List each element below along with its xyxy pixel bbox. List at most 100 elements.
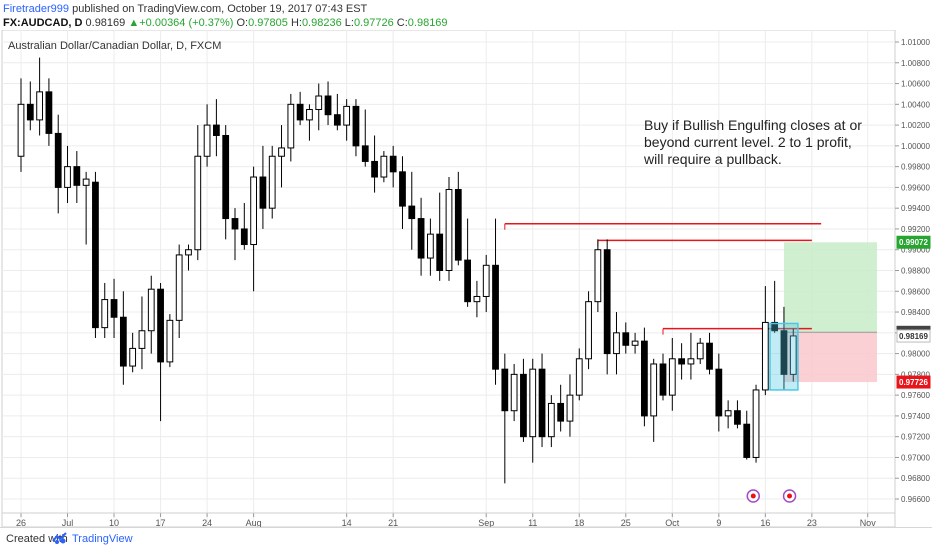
candle-down [361,145,369,162]
open-value: 0.97805 [248,17,288,29]
symbol-label: FX:AUDCAD, D [3,17,83,29]
tradingview-link[interactable]: TradingView [72,533,133,545]
y-tick-label: 0.97200 [901,433,930,442]
candle-down [371,160,378,178]
x-tick-label: Sep [478,518,494,527]
candle-down [771,321,779,332]
candle-up [82,178,90,186]
y-tick-label: 0.98000 [901,350,930,359]
annotation-line: Buy if Bullish Engulfing closes at or [644,117,862,133]
candle-down [622,332,630,346]
candles [17,57,797,484]
quote-line: FX:AUDCAD, D 0.98169 ▲+0.00364 (+0.37%) … [3,17,448,29]
candle-down [678,358,685,365]
candle-down [157,288,164,363]
candle-down [734,410,741,425]
candle-down [706,342,713,370]
open-label: O: [236,17,249,29]
candle-down [659,363,667,396]
candle-up [566,394,574,422]
y-tick-label: 0.99600 [901,183,930,192]
price-tag: 0.98169 [896,329,931,343]
publish-info: published on TradingView.com, October 19… [72,3,368,15]
x-axis: 26 Jul 10 17 24 Aug 14 21 Sep 11 18 25 Oct 9 16 23 Nov [2,512,895,527]
price-tag: 0.99072 [896,235,931,249]
candle-down [520,373,527,438]
candle-up [752,389,760,458]
candle-up [482,264,490,297]
candle-down [454,188,462,261]
publish-line: Firetrader999 published on TradingView.c… [3,3,367,15]
candle-down [26,103,34,121]
y-tick-label: 1.00200 [901,121,930,130]
candle-down [492,264,499,370]
candle-up [761,321,769,391]
candle-up [427,233,434,259]
annotation-text: Buy if Bullish Engulfing closes at or bey… [643,117,862,167]
y-tick-label: 0.98600 [901,287,930,296]
candle-up [250,176,257,246]
candle-down [110,299,118,318]
candle-down [240,228,248,246]
candle-down [389,155,397,173]
position-zones [783,242,877,383]
candle-up [17,103,25,157]
candle-up [529,368,537,438]
y-tick-label: 0.97600 [901,391,930,400]
candle-up [343,105,351,126]
x-tick-label: 14 [342,518,352,527]
candle-up [575,358,583,396]
candle-up [789,335,797,375]
y-tick-label: 0.99400 [901,204,930,213]
x-tick-label: 16 [760,518,770,527]
entry-box [769,322,799,391]
price-chart[interactable]: Australian Dollar/Canadian Dollar, D, FX… [0,30,932,527]
candle-down [54,132,62,188]
candle-down [715,368,723,417]
y-tick-label: 0.97800 [901,370,930,379]
candle-down [464,259,471,303]
candle-up [445,188,453,271]
candle-down [92,181,99,329]
candle-down [743,423,751,458]
candle-up [278,147,285,157]
event-flag-dot [787,493,793,499]
tradingview-logo-icon [52,532,67,544]
y-tick-label: 0.96800 [901,474,930,483]
high-value: 0.98236 [301,17,342,29]
candle-down [333,114,341,126]
y-tick-label: 0.99000 [901,246,930,255]
created-with-label: Created with [6,533,68,545]
x-tick-label: 11 [528,518,537,527]
overlays [769,322,799,391]
candle-up [64,166,71,188]
x-tick-label: 24 [202,518,212,527]
resistance-lines [504,223,822,335]
candle-up [631,340,639,346]
close-value: 0.98169 [407,17,448,29]
candle-up [510,373,518,412]
candle-down [780,330,788,375]
profit-zone [783,242,877,333]
candle-up [585,301,592,360]
candle-up [613,332,620,355]
annotation-line: will require a pullback. [643,151,782,167]
price-tag-label: 0.99072 [899,238,928,247]
y-axis: 1.01000 1.00800 1.00600 1.00400 1.00200 1.000… [895,38,930,504]
chart-header: Firetrader999 published on TradingView.c… [0,0,932,36]
candle-up [147,288,155,332]
y-tick-label: 0.99200 [901,225,930,234]
author-link[interactable]: Firetrader999 [3,3,70,15]
y-tick-label: 1.00400 [901,100,930,109]
candle-up [315,95,323,111]
candle-down [231,218,239,230]
candle-up [194,155,202,251]
low-value: 0.97726 [353,17,394,29]
price-tag-bg [896,375,931,389]
x-tick-label: 25 [621,518,631,527]
x-tick-label: 10 [109,518,119,527]
candle-up [287,103,295,149]
loss-zone [783,332,877,383]
footer: Created with TradingView [0,527,932,551]
